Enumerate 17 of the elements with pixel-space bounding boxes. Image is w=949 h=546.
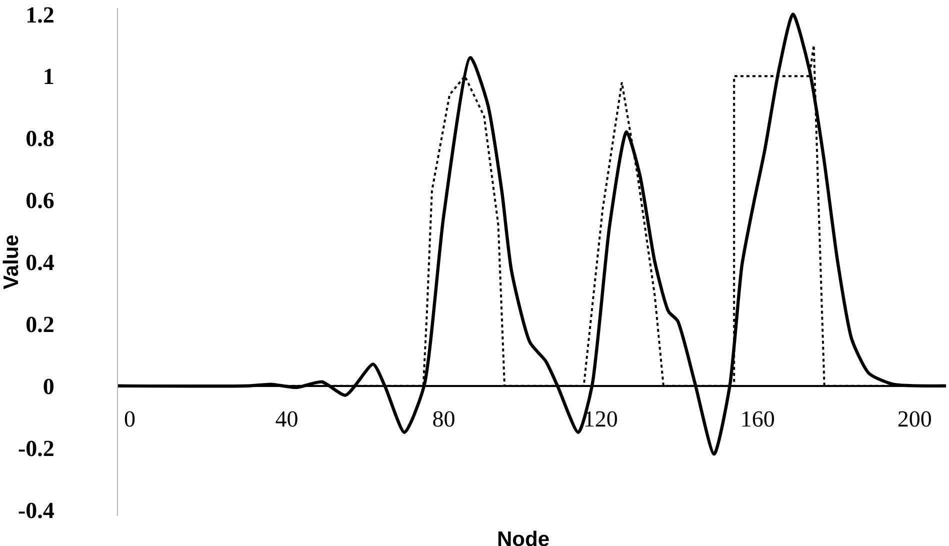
y-tick-label: 1.2 bbox=[26, 2, 54, 28]
y-tick-label: -0.4 bbox=[18, 498, 55, 523]
x-tick-label: 0 bbox=[124, 406, 136, 432]
y-axis-title: Value bbox=[0, 234, 23, 290]
x-tick-label: 160 bbox=[740, 406, 775, 432]
x-axis-title: Node bbox=[497, 528, 550, 546]
y-tick-label: 0.4 bbox=[26, 250, 55, 276]
y-tick-label: 0 bbox=[42, 374, 54, 399]
y-tick-label: 1 bbox=[42, 64, 54, 90]
x-tick-label: 40 bbox=[275, 406, 298, 432]
y-tick-label: 0.2 bbox=[26, 312, 54, 337]
x-tick-label: 200 bbox=[897, 406, 932, 432]
y-tick-label: 0.6 bbox=[26, 188, 54, 214]
y-tick-label: -0.2 bbox=[18, 436, 54, 461]
x-tick-label: 120 bbox=[583, 406, 618, 432]
y-tick-label: 0.8 bbox=[26, 126, 54, 152]
x-tick-label: 80 bbox=[432, 406, 456, 432]
